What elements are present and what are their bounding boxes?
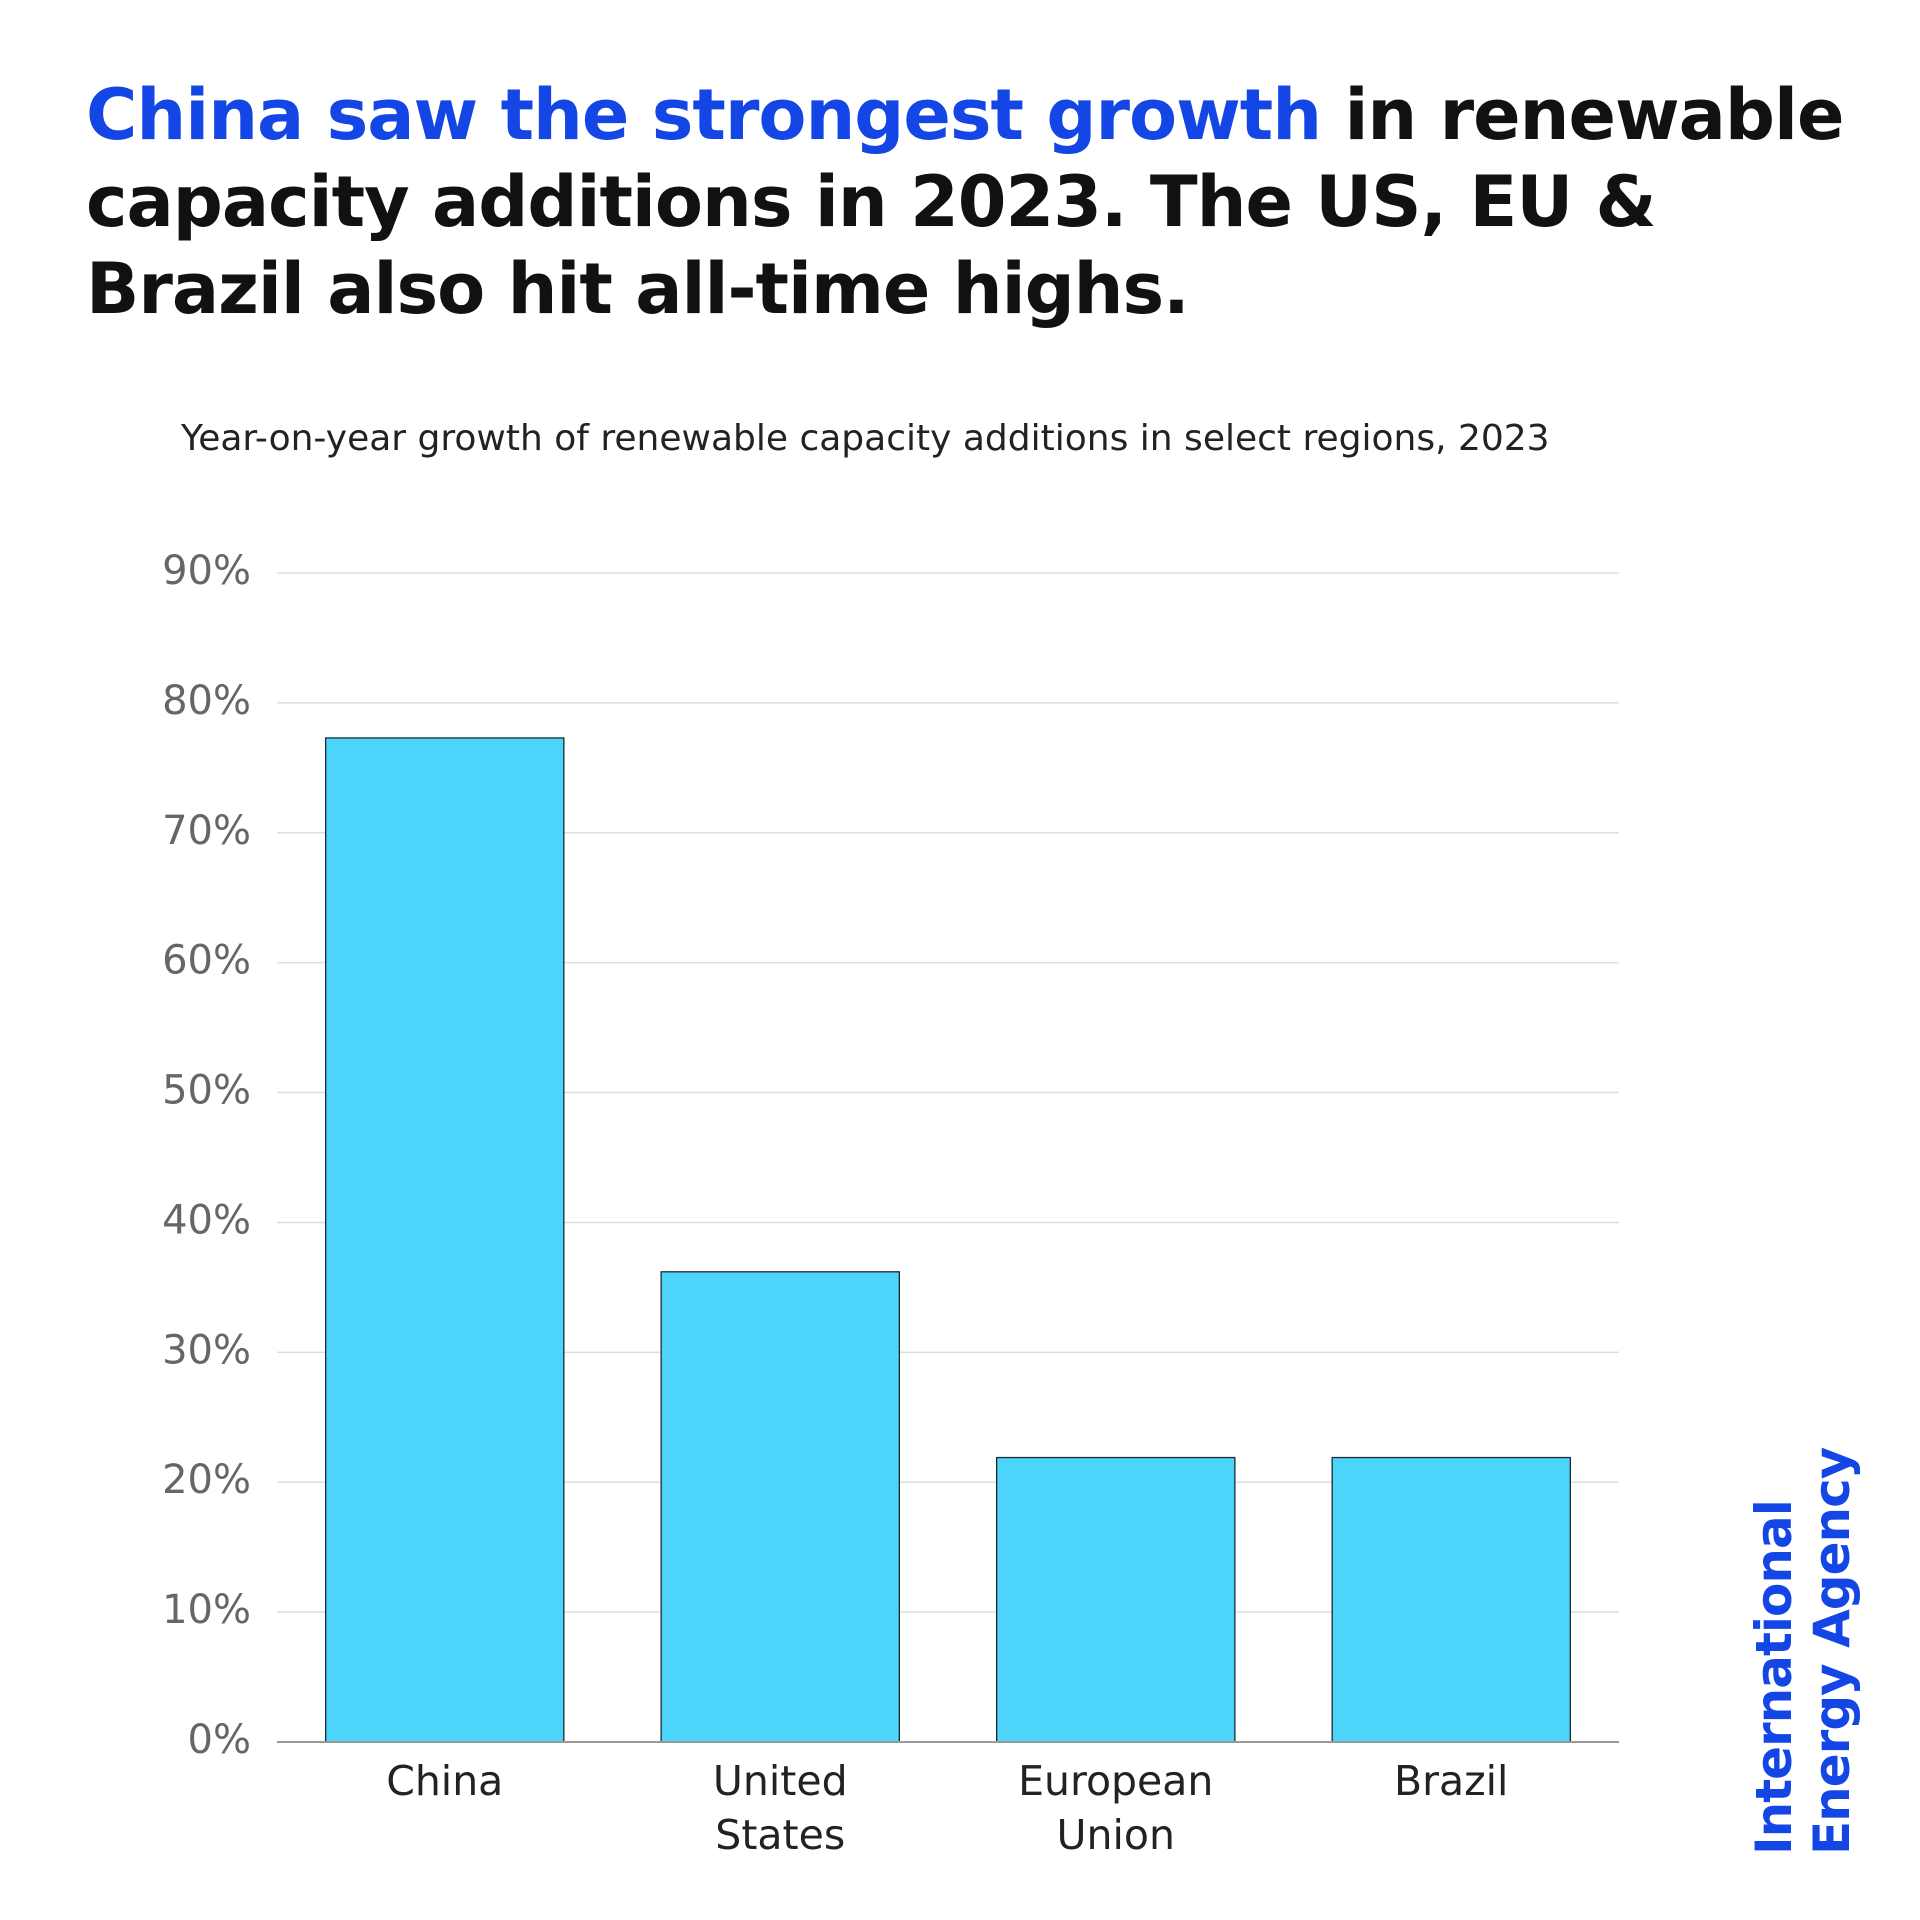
y-tick-label: 70% xyxy=(162,808,251,854)
x-tick-label: Brazil xyxy=(1394,1757,1509,1805)
x-tick-label: European Union xyxy=(1018,1757,1214,1859)
y-tick-label: 80% xyxy=(162,678,251,724)
chart-subtitle: Year-on-year growth of renewable capacit… xyxy=(181,418,1550,459)
y-tick-label: 60% xyxy=(162,938,251,984)
y-tick-label: 0% xyxy=(188,1717,251,1763)
bar xyxy=(1331,1456,1572,1743)
title-highlight: China saw the strongest growth xyxy=(86,74,1322,156)
x-tick-label: China xyxy=(386,1757,504,1805)
y-tick-label: 50% xyxy=(162,1068,251,1114)
y-tick-label: 90% xyxy=(162,548,251,594)
y-tick-label: 40% xyxy=(162,1197,251,1243)
chart-title: China saw the strongest growth in renewa… xyxy=(86,72,1866,333)
y-tick-label: 30% xyxy=(162,1327,251,1373)
y-tick-label: 10% xyxy=(162,1587,251,1633)
x-tick-label: United States xyxy=(712,1757,848,1859)
logo: International Energy Agency xyxy=(1745,1448,1861,1855)
bar xyxy=(995,1456,1236,1743)
bar xyxy=(324,737,565,1743)
y-tick-label: 20% xyxy=(162,1457,251,1503)
logo-line: Energy Agency xyxy=(1803,1447,1861,1855)
logo-line: International xyxy=(1745,1500,1803,1855)
bar xyxy=(660,1271,901,1743)
title-rest: in renewable capacity additions in 2023.… xyxy=(86,74,1844,330)
